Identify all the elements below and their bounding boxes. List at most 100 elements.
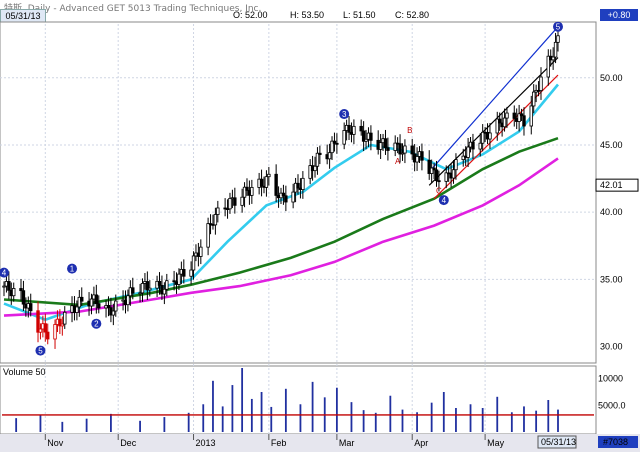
change-badge: +0.80 (600, 9, 638, 21)
volume-bar (311, 381, 314, 432)
candle-body (378, 142, 383, 150)
candle-body (347, 124, 351, 133)
x-tick-label: Feb (271, 438, 287, 448)
candle-body (53, 324, 57, 340)
wave-label: 2 (94, 320, 99, 329)
candle-body (63, 311, 67, 325)
volume-bar (187, 412, 190, 432)
candle-body (131, 287, 135, 294)
volume-bar (350, 402, 353, 432)
end-id-box (598, 436, 638, 448)
volume-bar (469, 404, 472, 432)
candle-body (172, 280, 176, 283)
volume-bar (260, 392, 263, 432)
candle-body (245, 186, 249, 191)
candle-body (364, 138, 368, 142)
candle-body (369, 132, 373, 141)
chart-header: 特斯, Daily - Advanced GET 5013 Trading Te… (0, 0, 640, 23)
volume-bar (241, 368, 244, 432)
candle-body (466, 146, 470, 158)
candle-body (145, 281, 150, 291)
volume-label: Volume 50 (3, 367, 46, 377)
volume-bar (212, 380, 214, 432)
wave-marker (67, 263, 78, 274)
candle-body (89, 298, 94, 307)
volume-bar (481, 408, 484, 432)
candle-body (383, 138, 388, 149)
candle-body (415, 156, 419, 163)
candle-body (106, 305, 111, 309)
wave-label: B (407, 126, 412, 135)
wave-marker (553, 21, 563, 32)
volume-bar (362, 410, 365, 432)
candle-body (77, 296, 82, 308)
candle-body (111, 310, 116, 316)
volume-bar (231, 385, 234, 432)
candle-body (505, 112, 509, 119)
candle-body (432, 167, 436, 171)
candle-body (488, 132, 492, 140)
wave-marker (35, 345, 46, 356)
candle-body (126, 295, 130, 306)
candle-body (497, 118, 502, 124)
volume-bar (299, 404, 302, 432)
candle-body (332, 140, 337, 144)
candle-body (444, 172, 448, 182)
candle-body (177, 273, 181, 285)
ohlc-open: O: 52.00 (233, 10, 268, 20)
last-price-box (595, 178, 639, 192)
candle-body (434, 169, 439, 182)
wave-label: A (395, 157, 401, 166)
candle-body (216, 207, 220, 215)
candle-body (471, 141, 475, 150)
y-tick-label: 30.00 (600, 342, 623, 352)
candle-body (80, 296, 84, 302)
volume-bar (401, 409, 404, 432)
ohlc-low: L: 51.50 (343, 10, 376, 20)
candle-body (162, 288, 167, 295)
last-price-label: 42.01 (600, 180, 623, 190)
candle-body (165, 280, 169, 290)
candle-body (410, 145, 414, 155)
candle-body (114, 300, 118, 312)
candle-body (291, 191, 295, 203)
candle-body (301, 177, 305, 190)
volume-bar (163, 417, 166, 432)
x-tick-label: Mar (339, 438, 355, 448)
candle-body (420, 151, 424, 161)
candle-body (308, 165, 312, 179)
end-date-box (537, 435, 577, 449)
candle-body (517, 113, 521, 122)
candle-body (228, 198, 232, 210)
candle-body (29, 303, 33, 312)
volume-bar (270, 406, 273, 432)
wave-label: 3 (342, 110, 347, 119)
candle-body (556, 35, 560, 43)
candle-body (267, 173, 271, 178)
candle-body (138, 292, 142, 295)
candle-body (342, 130, 346, 145)
candle-body (60, 323, 65, 327)
candle-body (454, 159, 458, 171)
candle-body (529, 105, 533, 127)
x-tick-label: Nov (47, 438, 64, 448)
candle-body (461, 155, 465, 161)
wave-marker (91, 318, 102, 329)
candle-body (403, 145, 407, 154)
candle-body (140, 283, 145, 294)
candle-body (75, 306, 79, 313)
wave-label: 4 (442, 196, 447, 205)
x-tick-label: Dec (120, 438, 137, 448)
y-tick-label: 45.00 (600, 140, 623, 150)
volume-bar (523, 406, 525, 432)
candle-body (398, 143, 402, 155)
candle-body (7, 281, 11, 291)
candle-body (199, 246, 203, 257)
volume-bar (442, 392, 445, 432)
candle-body (400, 152, 405, 155)
candle-body (522, 115, 526, 127)
candle-body (213, 214, 218, 226)
candle-body (94, 294, 99, 305)
candle-body (313, 165, 317, 172)
